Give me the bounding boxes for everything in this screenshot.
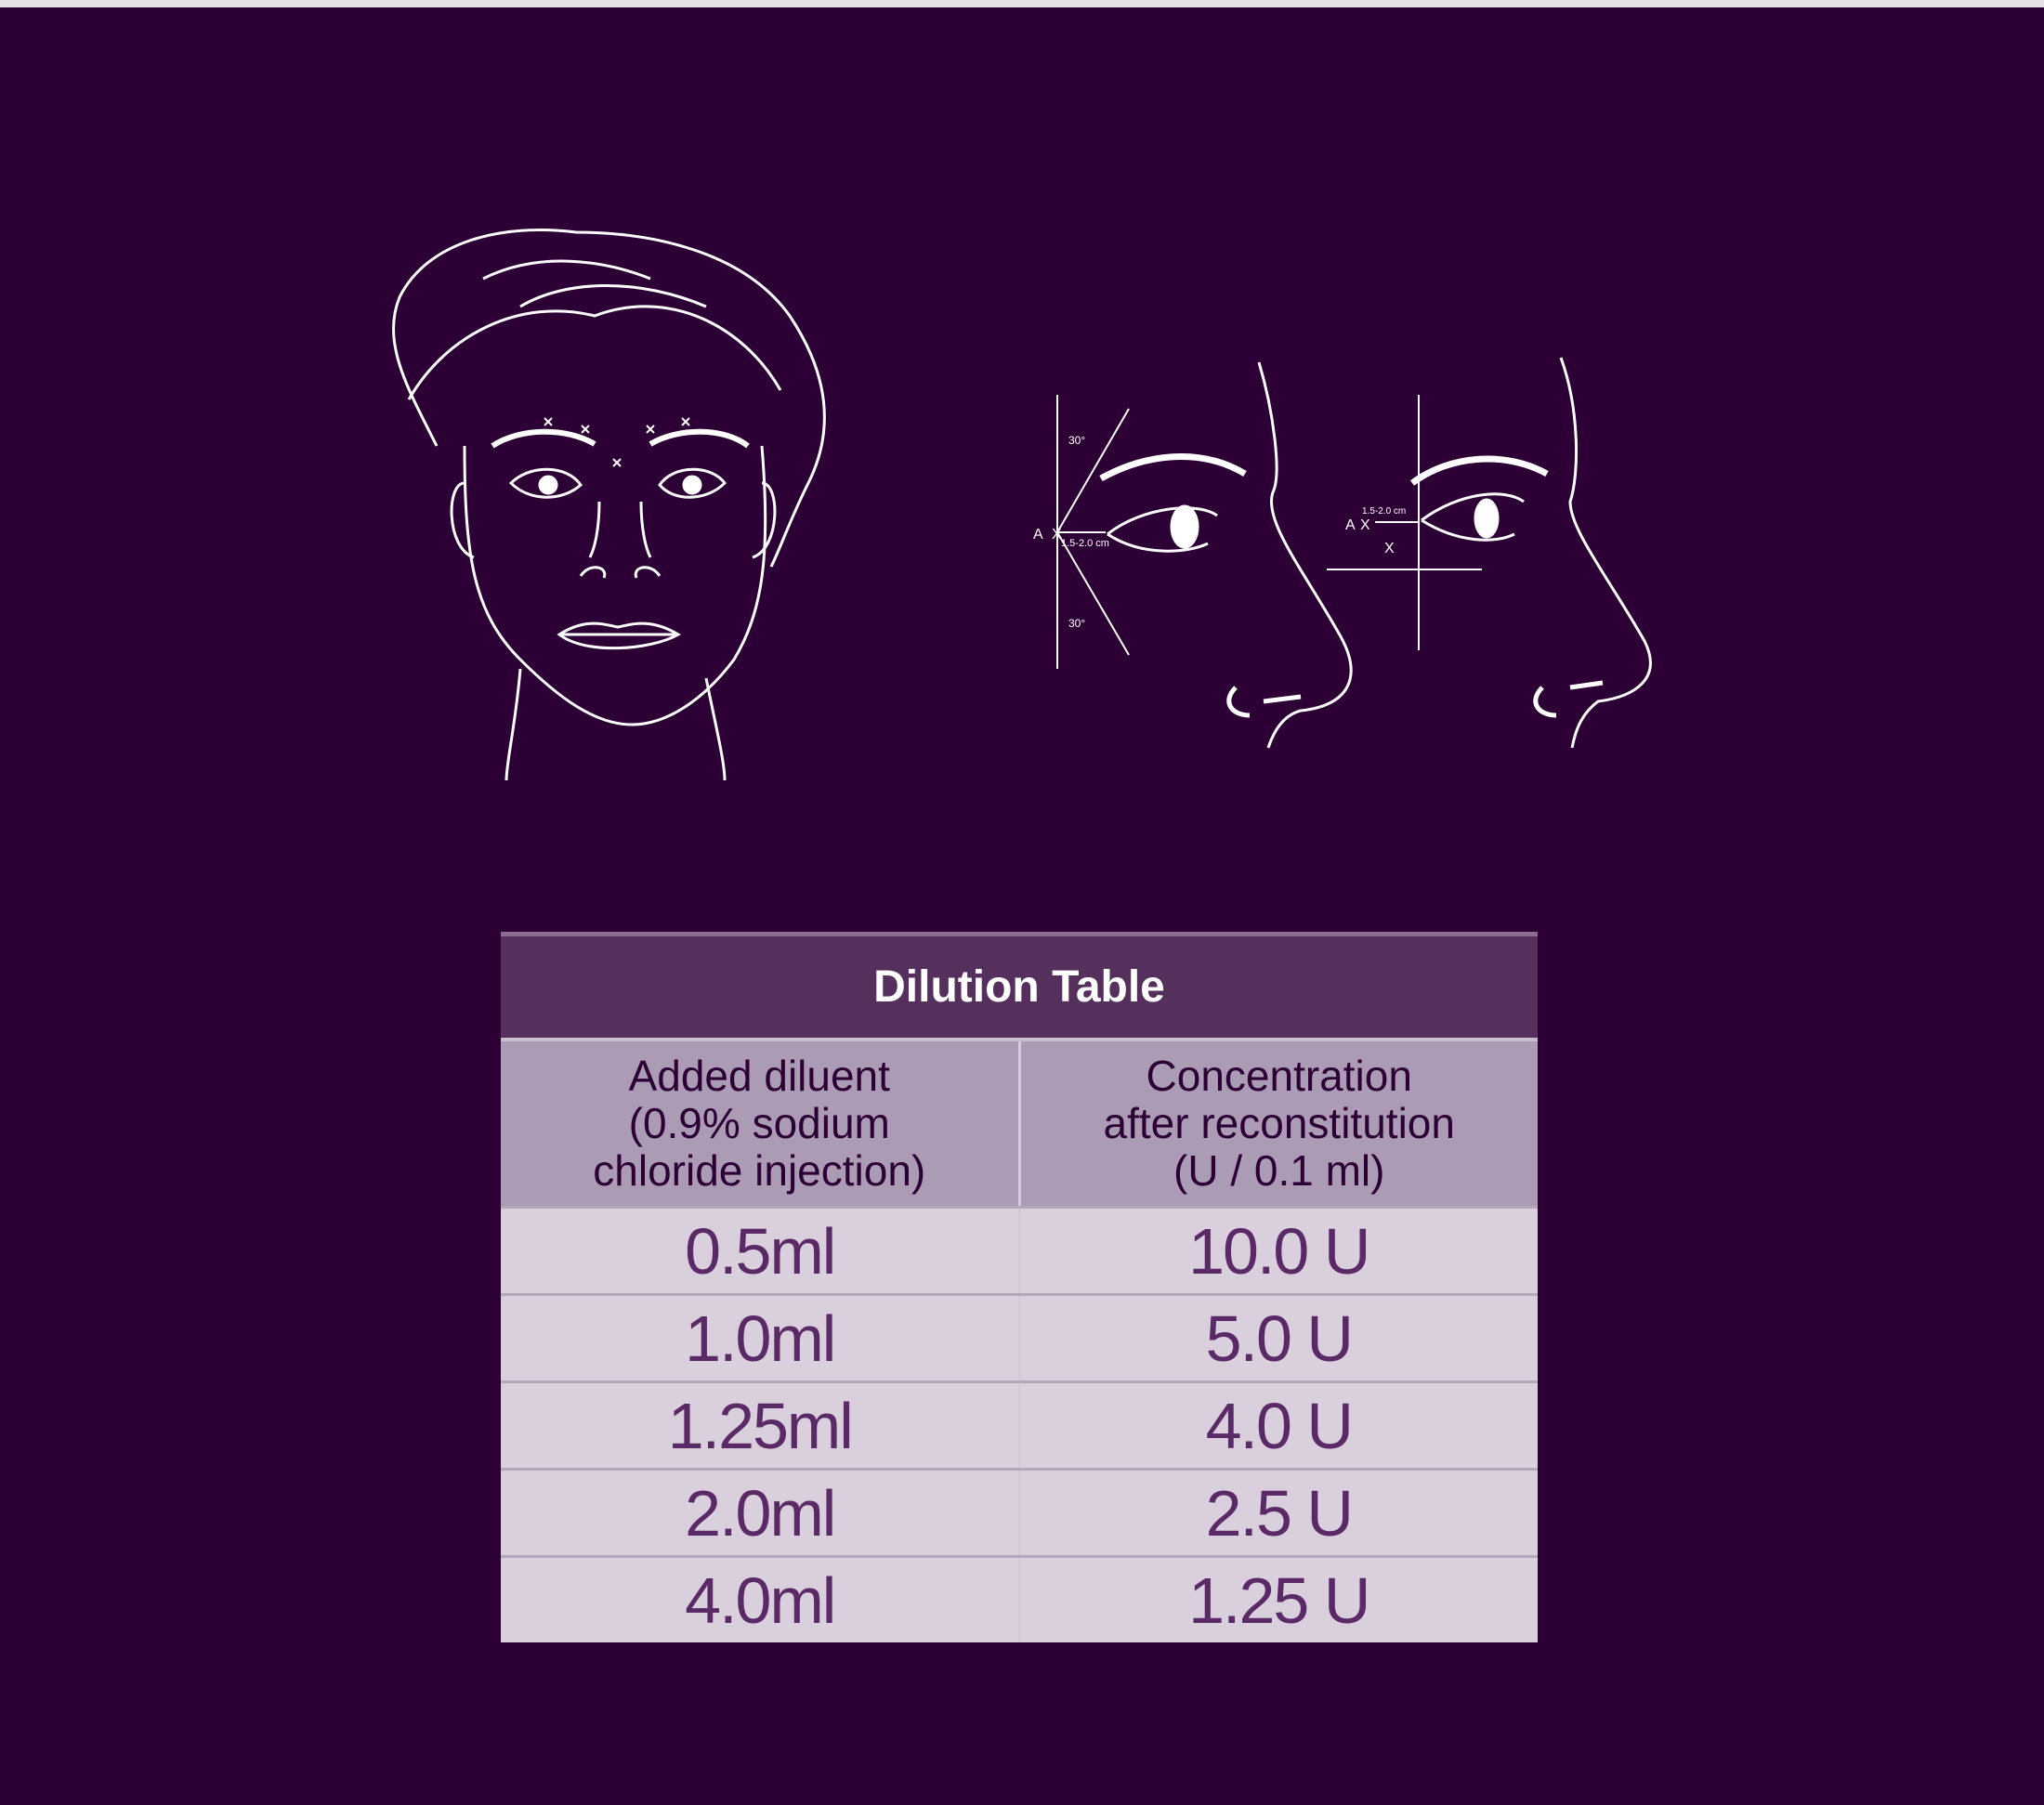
table-title: Dilution Table xyxy=(501,932,1538,1038)
table-row: 4.0ml 1.25 U xyxy=(501,1555,1538,1642)
table-header: Added diluent (0.9% sodium chloride inject… xyxy=(501,1038,1538,1206)
concentration-cell: 2.5 U xyxy=(1205,1476,1354,1550)
marker-label-right: X xyxy=(1360,517,1370,533)
side-eye-diagram-right: A X X 1.5-2.0 cm xyxy=(1327,357,1652,749)
top-border xyxy=(0,0,2044,7)
table-row: 2.0ml 2.5 U xyxy=(501,1468,1538,1555)
diluent-cell: 4.0ml xyxy=(501,1558,1020,1642)
marker-label: X xyxy=(1052,527,1062,543)
table-row: 1.0ml 5.0 U xyxy=(501,1293,1538,1380)
header-line: Added diluent xyxy=(628,1052,890,1100)
header-concentration: Concentration after reconstitution (U / 0.… xyxy=(1021,1041,1539,1206)
header-line: after reconstitution xyxy=(1103,1099,1455,1147)
dilution-table: Dilution Table Added diluent (0.9% sodium… xyxy=(501,932,1538,1642)
diluent-cell: 2.0ml xyxy=(501,1471,1020,1555)
table-row: 0.5ml 10.0 U xyxy=(501,1206,1538,1293)
diluent-cell: 1.0ml xyxy=(501,1296,1020,1380)
marker-label-lower: X xyxy=(1384,541,1395,556)
header-added-diluent: Added diluent (0.9% sodium chloride inject… xyxy=(501,1041,1021,1206)
header-line: chloride injection) xyxy=(593,1146,926,1195)
point-a-label-right: A xyxy=(1345,517,1356,533)
diluent-cell: 1.25ml xyxy=(501,1383,1020,1468)
front-face-drawing xyxy=(392,229,826,781)
concentration-cell: 1.25 U xyxy=(1188,1563,1370,1637)
diluent-cell: 0.5ml xyxy=(501,1209,1020,1293)
angle-label-top: 30° xyxy=(1068,434,1085,447)
header-line: (0.9% sodium xyxy=(628,1099,890,1147)
header-line: (U / 0.1 ml) xyxy=(1173,1146,1385,1195)
point-a-label: A xyxy=(1033,527,1043,543)
table-row: 1.25ml 4.0 U xyxy=(501,1380,1538,1468)
concentration-cell: 4.0 U xyxy=(1205,1389,1354,1462)
distance-label-right: 1.5-2.0 cm xyxy=(1362,506,1406,517)
concentration-cell: 5.0 U xyxy=(1205,1301,1354,1375)
side-eye-diagram-left: A X 30° 30° 1.5-2.0 cm xyxy=(1033,361,1353,749)
concentration-cell: 10.0 U xyxy=(1188,1214,1370,1288)
angle-label-bottom: 30° xyxy=(1068,617,1085,630)
distance-label: 1.5-2.0 cm xyxy=(1061,538,1109,549)
header-line: Concentration xyxy=(1146,1052,1412,1100)
